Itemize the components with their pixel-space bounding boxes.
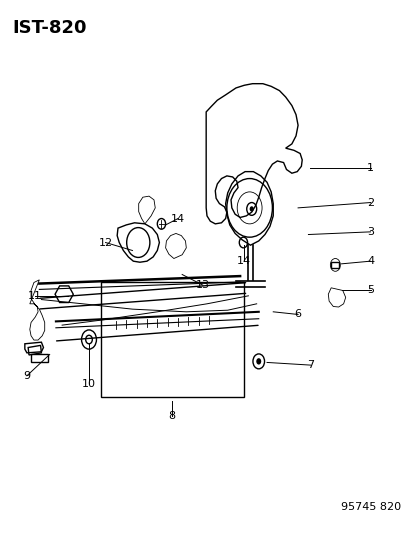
FancyArrowPatch shape <box>40 282 245 298</box>
Text: 8: 8 <box>168 411 175 421</box>
Circle shape <box>249 206 253 212</box>
FancyArrowPatch shape <box>40 293 245 309</box>
Text: 12: 12 <box>98 238 112 247</box>
Text: 14: 14 <box>171 214 185 223</box>
Text: 13: 13 <box>195 280 209 290</box>
Text: 5: 5 <box>366 286 373 295</box>
Text: 2: 2 <box>366 198 373 207</box>
Text: 7: 7 <box>306 360 313 370</box>
Bar <box>101 282 244 397</box>
Text: 11: 11 <box>28 291 42 301</box>
Text: 9: 9 <box>23 371 31 381</box>
Text: 6: 6 <box>294 310 301 319</box>
Text: 14: 14 <box>237 256 251 266</box>
Circle shape <box>256 358 261 365</box>
Text: 1: 1 <box>366 163 373 173</box>
Text: IST-820: IST-820 <box>12 19 87 37</box>
Text: 3: 3 <box>366 227 373 237</box>
FancyArrowPatch shape <box>57 325 257 341</box>
Text: 4: 4 <box>366 256 373 266</box>
Text: 10: 10 <box>82 379 96 389</box>
Text: 95745 820: 95745 820 <box>341 502 401 512</box>
